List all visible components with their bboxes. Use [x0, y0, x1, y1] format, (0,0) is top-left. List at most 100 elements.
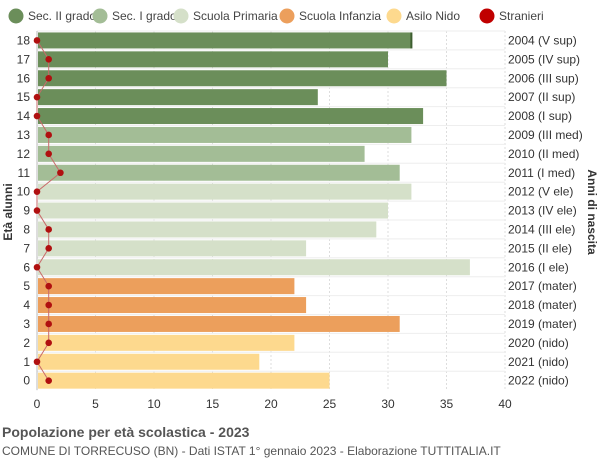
- bar-age-11: [38, 164, 400, 181]
- stranieri-point-age-8: [45, 226, 52, 233]
- bar-age-0: [38, 372, 330, 389]
- stranieri-point-age-17: [45, 56, 52, 63]
- x-tick-20: 20: [264, 397, 278, 411]
- age-label-7: 7: [23, 241, 30, 255]
- birth-label-13: 2009 (III med): [508, 128, 583, 142]
- bar-age-6: [38, 259, 470, 276]
- birth-label-6: 2016 (I ele): [508, 260, 569, 274]
- stranieri-point-age-9: [33, 207, 41, 214]
- x-tick-25: 25: [323, 397, 337, 411]
- bar-age-8: [38, 221, 377, 238]
- birth-label-9: 2013 (IV ele): [508, 204, 577, 218]
- stranieri-point-age-5: [45, 282, 52, 290]
- bar-age-10: [38, 183, 412, 200]
- birth-label-15: 2007 (II sup): [508, 90, 575, 104]
- bar-age-3: [38, 315, 400, 332]
- stranieri-point-age-13: [45, 131, 52, 139]
- stranieri-series: [33, 37, 64, 384]
- legend-marker-sec2: [8, 8, 24, 24]
- age-label-11: 11: [18, 166, 31, 180]
- chart-subtitle: COMUNE DI TORRECUSO (BN) - Dati ISTAT 1°…: [2, 444, 501, 458]
- birth-label-4: 2018 (mater): [508, 298, 577, 312]
- age-label-1: 1: [23, 355, 30, 369]
- age-label-9: 9: [23, 204, 30, 218]
- bar-age-7: [38, 240, 307, 257]
- bar-age-5: [38, 278, 295, 295]
- stranieri-point-age-16: [45, 74, 52, 82]
- birth-label-17: 2005 (IV sup): [508, 52, 580, 66]
- y-axis-label-right: Anni di nascita: [585, 169, 599, 255]
- x-tick-35: 35: [440, 397, 454, 411]
- legend-label-nido: Asilo Nido: [406, 9, 460, 23]
- birth-label-0: 2022 (nido): [508, 374, 569, 388]
- stranieri-point-age-7: [45, 245, 52, 252]
- stranieri-point-age-11: [57, 169, 64, 177]
- legend-label-str: Stranieri: [499, 9, 544, 23]
- age-label-13: 13: [17, 128, 31, 142]
- bar-age-14: [38, 108, 424, 125]
- birth-label-8: 2014 (III ele): [508, 222, 575, 236]
- school-age-population-chart: Sec. II grado Sec. I grado Scuola Primaria…: [1, 8, 599, 411]
- stranieri-point-age-0: [45, 377, 52, 384]
- bar-age-12: [38, 145, 365, 162]
- chart-title: Popolazione per età scolastica - 2023: [2, 424, 250, 440]
- age-label-16: 16: [17, 71, 31, 85]
- legend-label-inf: Scuola Infanzia: [299, 9, 381, 23]
- x-tick-labels: 0 5 10 15 20 25 30 35 40: [34, 397, 512, 411]
- birth-label-10: 2012 (V ele): [508, 185, 573, 199]
- stranieri-point-age-10: [33, 188, 41, 195]
- age-label-2: 2: [23, 336, 30, 350]
- x-tick-40: 40: [498, 397, 512, 411]
- bar-age-17: [38, 51, 388, 68]
- age-label-4: 4: [23, 298, 30, 312]
- legend-marker-nido: [386, 8, 402, 24]
- age-label-10: 10: [17, 185, 31, 199]
- birth-label-12: 2010 (II med): [508, 147, 579, 161]
- stranieri-point-age-12: [45, 150, 52, 158]
- legend-marker-prim: [173, 8, 189, 24]
- stranieri-point-age-4: [45, 301, 52, 309]
- birth-label-18: 2004 (V sup): [508, 33, 577, 47]
- age-label-14: 14: [17, 109, 31, 123]
- birth-label-16: 2006 (III sup): [508, 71, 579, 85]
- age-label-15: 15: [17, 90, 31, 104]
- age-label-12: 12: [17, 147, 31, 161]
- stranieri-point-age-1: [33, 358, 41, 366]
- birth-year-tick-labels: 2004 (V sup) 2005 (IV sup) 2006 (III sup) 2…: [508, 33, 583, 387]
- age-label-8: 8: [23, 222, 30, 236]
- x-tick-5: 5: [92, 397, 99, 411]
- stranieri-point-age-3: [45, 320, 52, 328]
- x-tick-15: 15: [206, 397, 220, 411]
- bar-age-18: [38, 32, 412, 49]
- bars: [38, 32, 470, 389]
- x-tick-0: 0: [34, 397, 41, 411]
- age-label-0: 0: [23, 374, 30, 388]
- stranieri-point-age-2: [45, 339, 52, 347]
- stranieri-point-age-15: [33, 93, 41, 101]
- legend-label-sec2: Sec. II grado: [28, 9, 96, 23]
- birth-label-5: 2017 (mater): [508, 279, 577, 293]
- bar-age-13: [38, 126, 412, 143]
- legend-marker-sec1: [92, 8, 108, 24]
- age-label-3: 3: [23, 317, 30, 331]
- x-tick-10: 10: [147, 397, 161, 411]
- stranieri-point-age-6: [33, 263, 41, 271]
- birth-label-11: 2011 (I med): [508, 166, 575, 180]
- age-label-5: 5: [23, 279, 30, 293]
- legend-marker-str: [479, 8, 495, 24]
- stranieri-point-age-14: [33, 112, 41, 120]
- legend: Sec. II grado Sec. I grado Scuola Primaria…: [8, 8, 544, 24]
- birth-label-14: 2008 (I sup): [508, 109, 572, 123]
- bar-age-1: [38, 353, 260, 370]
- stranieri-point-age-18: [33, 37, 41, 44]
- y-axis-label: Età alunni: [1, 183, 15, 240]
- birth-label-2: 2020 (nido): [508, 336, 569, 350]
- bar-age-15: [38, 89, 318, 106]
- legend-label-sec1: Sec. I grado: [112, 9, 177, 23]
- age-label-18: 18: [17, 33, 31, 47]
- bar-age-2: [38, 334, 295, 351]
- birth-label-1: 2021 (nido): [508, 355, 569, 369]
- bar-age-4: [38, 297, 307, 314]
- bar-age-9: [38, 202, 388, 219]
